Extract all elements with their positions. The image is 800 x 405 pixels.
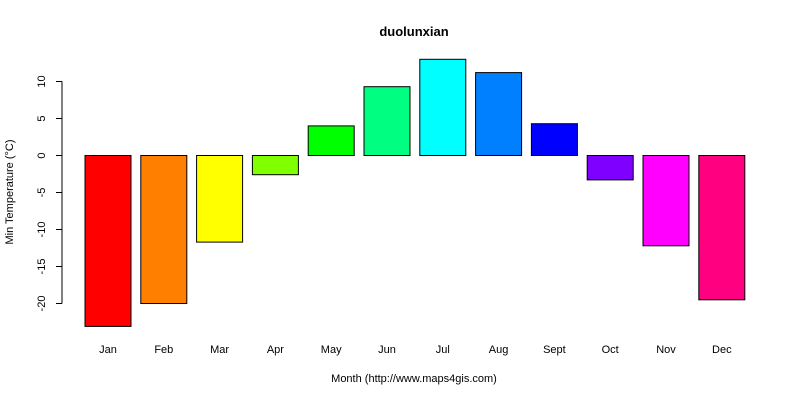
chart-title: duolunxian [379,24,448,39]
x-tick-label-apr: Apr [267,344,284,356]
y-tick-label: -10 [36,222,48,238]
bar-apr [251,155,299,176]
x-tick-labels: Jan Feb Mar Apr May Jun Jul Aug Sept Oct Nov Dec [99,344,732,356]
y-tick-label: 0 [36,152,48,158]
x-tick-label-dec: Dec [712,344,732,356]
bar-may [307,125,355,157]
x-tick-label-feb: Feb [154,344,173,356]
x-tick-label-mar: Mar [210,344,229,356]
x-axis-label: Month (http://www.maps4gis.com) [331,373,497,385]
bar-mar [196,155,244,243]
bar-jul [419,58,467,156]
x-tick-label-may: May [321,344,342,356]
bar-oct [586,155,634,181]
y-tick-label: -15 [36,259,48,275]
y-tick-label: -5 [36,188,48,198]
y-axis: -20 -15 -10 -5 0 5 10 [36,75,63,312]
y-tick-label: 10 [36,75,48,87]
y-tick-label: -20 [36,296,48,312]
bar-feb [140,155,188,304]
y-tick-label: 5 [36,115,48,121]
bar-sept [530,123,578,156]
x-tick-label-aug: Aug [489,344,509,356]
bar-jun [363,86,411,156]
bar-nov [642,155,690,247]
y-axis-label: Min Temperature (°C) [4,139,16,244]
x-tick-label-sept: Sept [543,344,566,356]
x-tick-label-jan: Jan [99,344,117,356]
bar-dec [698,155,746,301]
x-tick-label-jul: Jul [436,344,450,356]
bar-aug [475,72,523,156]
x-tick-label-oct: Oct [602,344,619,356]
bars-group [84,58,746,327]
bar-jan [84,155,132,327]
x-tick-label-jun: Jun [378,344,396,356]
x-tick-label-nov: Nov [656,344,676,356]
